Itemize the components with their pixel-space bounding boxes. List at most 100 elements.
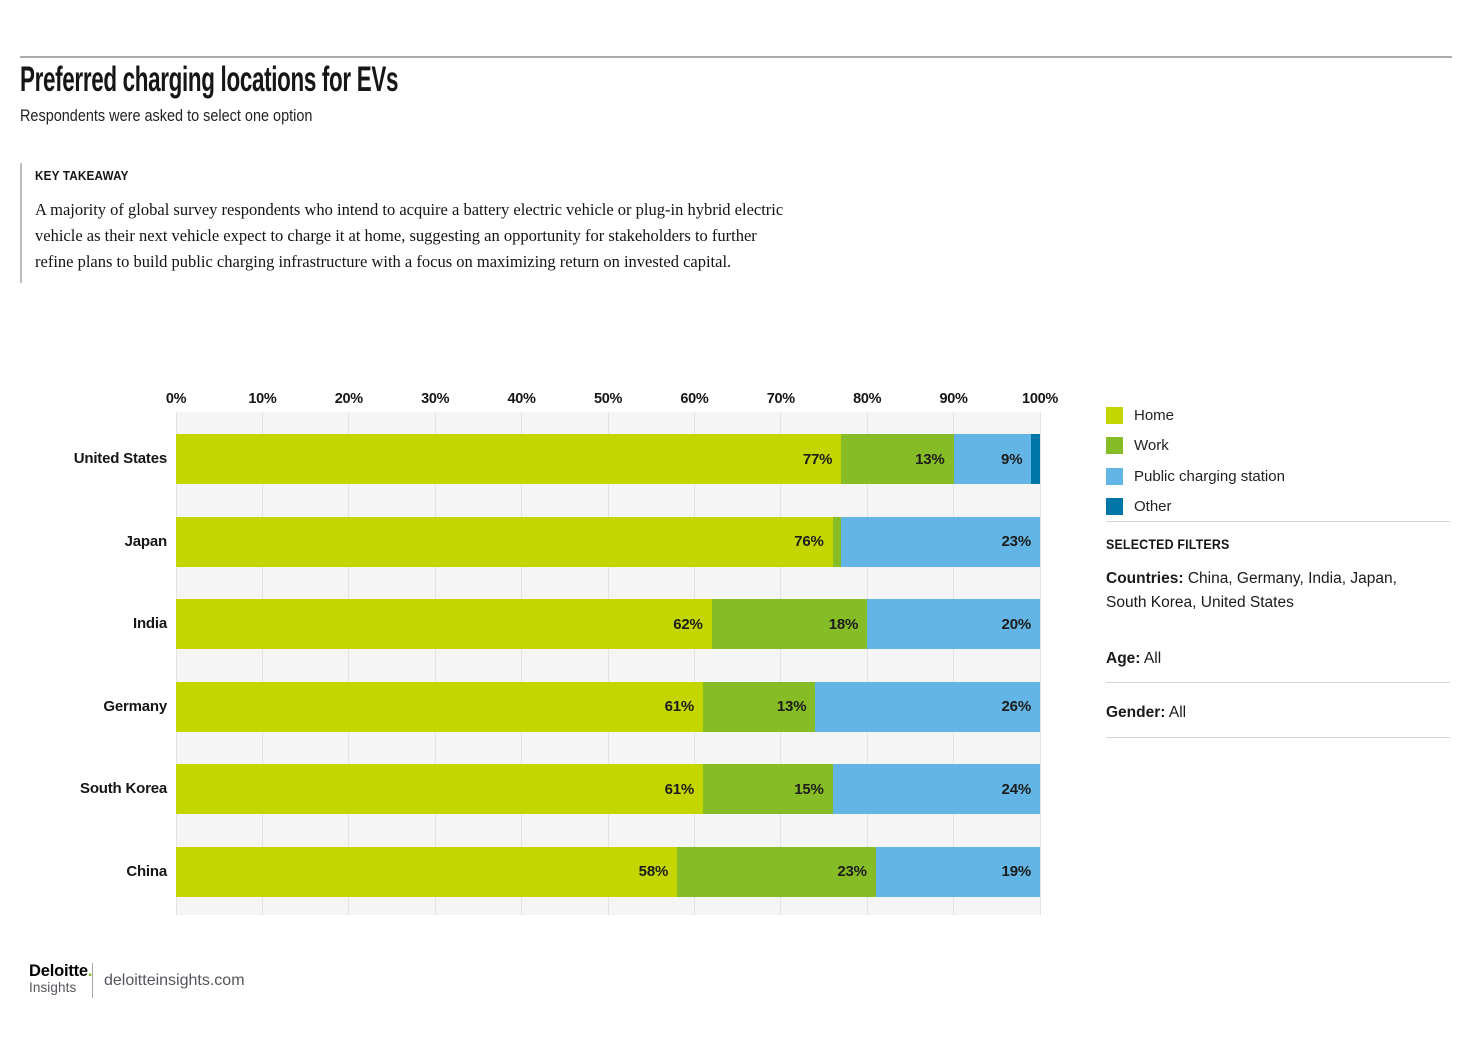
bar-segment-united-states-public-charging-station: 9% <box>953 434 1032 484</box>
brand-subtitle: Insights <box>29 980 77 995</box>
legend-swatch-home <box>1106 406 1123 424</box>
x-axis-tick-0-: 0% <box>165 391 187 407</box>
x-axis-tick-20-: 20% <box>334 391 363 407</box>
x-axis-tick-10-: 10% <box>248 391 277 407</box>
x-axis-tick-90-: 90% <box>939 391 968 407</box>
x-axis-tick-40-: 40% <box>507 391 536 407</box>
category-label-japan: Japan <box>124 532 168 550</box>
bar-row-south-korea: 61% 15% 24% <box>176 764 1040 814</box>
panel-divider <box>1106 682 1450 683</box>
brand-name: Deloitte <box>29 962 88 980</box>
bar-row-japan: 76% 23% <box>176 516 1040 567</box>
legend-item-work: Work <box>1106 431 1285 462</box>
legend-label-work: Work <box>1134 437 1169 455</box>
bar-value-label: 13% <box>776 698 807 715</box>
filter-gender: Gender: All <box>1106 701 1416 725</box>
deloitte-insights-link[interactable]: deloitteinsights.com <box>104 972 245 989</box>
y-axis-category-labels: United States Japan India Germany South Kore… <box>0 412 167 915</box>
legend-item-other: Other <box>1106 492 1285 523</box>
filter-countries-value: China, Germany, India, Japan, South Kore… <box>1106 570 1397 611</box>
bar-value-label: 76% <box>794 533 824 550</box>
stacked-bar-chart: 77% 13% 9% 76% 23% 62% 18% 20% 61% 13% 26% 61% 15% 24… <box>175 412 1041 915</box>
bar-segment-germany-home: 61% <box>176 681 704 732</box>
bar-row-china: 58% 23% 19% <box>176 846 1040 897</box>
x-axis-tick-60-: 60% <box>680 391 709 407</box>
page-subtitle: Respondents were asked to select one opt… <box>20 106 313 125</box>
bar-value-label: 62% <box>673 615 703 633</box>
page-title: Preferred charging locations for EVs <box>20 60 399 99</box>
category-label-south-korea: South Korea <box>80 780 167 797</box>
chart-legend: Home Work Public charging station Other <box>1106 400 1285 522</box>
key-takeaway-text: A majority of global survey respondents … <box>35 200 784 271</box>
x-axis: 0% 10% 20% 30% 40% 50% 60% 70% 80% 90% 100% <box>166 391 1058 409</box>
bar-segment-china-home: 58% <box>176 846 678 897</box>
bar-value-label: 61% <box>664 780 695 798</box>
bar-value-label: 58% <box>638 863 669 880</box>
legend-item-home: Home <box>1106 400 1285 431</box>
filter-countries: Countries: China, Germany, India, Japan,… <box>1106 567 1416 615</box>
filter-gender-value: All <box>1168 704 1187 721</box>
x-axis-tick-50-: 50% <box>593 391 623 407</box>
x-axis-tick-100-: 100% <box>1022 391 1058 407</box>
bar-segment-germany-public-charging-station: 26% <box>815 681 1040 732</box>
bar-value-label: 61% <box>664 698 695 715</box>
legend-label-home: Home <box>1134 406 1175 424</box>
bar-segment-india-work: 18% <box>711 599 868 649</box>
category-label-china: China <box>126 862 167 880</box>
filters-heading: SELECTED FILTERS <box>1106 537 1230 552</box>
filter-age-label: Age: <box>1106 650 1141 667</box>
bar-value-label: 20% <box>1001 615 1032 633</box>
filter-gender-label: Gender: <box>1106 704 1166 721</box>
bar-value-label: 15% <box>794 780 824 798</box>
bar-segment-south-korea-work: 15% <box>703 764 833 814</box>
bar-value-label: 18% <box>828 615 859 633</box>
category-label-united-states: United States <box>73 450 167 467</box>
bar-value-label: 24% <box>1001 780 1032 798</box>
footer-divider <box>92 963 93 998</box>
legend-swatch-public-charging-station <box>1106 467 1123 485</box>
category-label-germany: Germany <box>103 697 167 715</box>
bar-segment-united-states-other <box>1031 434 1040 484</box>
legend-item-public-charging-station: Public charging station <box>1106 461 1285 492</box>
bar-value-label: 13% <box>915 450 945 468</box>
gridline-10- <box>261 412 263 915</box>
bar-value-label: 26% <box>1001 698 1032 715</box>
bar-value-label: 19% <box>1001 863 1032 880</box>
legend-swatch-work <box>1106 437 1123 455</box>
bar-row-germany: 61% 13% 26% <box>176 681 1040 732</box>
gridline-100- <box>1039 412 1041 915</box>
legend-label-public-charging-station: Public charging station <box>1134 467 1285 485</box>
legend-label-other: Other <box>1134 498 1172 516</box>
bar-segment-japan-home: 76% <box>176 516 833 567</box>
bar-segment-united-states-work: 13% <box>841 434 954 484</box>
key-takeaway-heading: KEY TAKEAWAY <box>35 168 129 183</box>
bar-segment-japan-public-charging-station: 23% <box>841 516 1040 567</box>
gridline-60- <box>693 412 695 915</box>
gridline-30- <box>434 412 436 915</box>
bar-value-label: 9% <box>1001 450 1023 468</box>
bar-row-united-states: 77% 13% 9% <box>176 434 1040 484</box>
bar-segment-south-korea-public-charging-station: 24% <box>832 764 1040 814</box>
x-axis-tick-30-: 30% <box>421 391 450 407</box>
gridline-0- <box>175 412 177 915</box>
bar-value-label: 77% <box>802 450 833 468</box>
filter-age-value: All <box>1143 650 1162 667</box>
bar-segment-japan-work <box>832 516 842 567</box>
panel-divider <box>1106 521 1450 522</box>
panel-divider <box>1106 737 1450 738</box>
bar-segment-china-public-charging-station: 19% <box>875 846 1040 897</box>
x-axis-tick-80-: 80% <box>853 391 882 407</box>
gridline-90- <box>953 412 955 915</box>
bar-segment-germany-work: 13% <box>703 681 816 732</box>
bar-segment-india-home: 62% <box>176 599 712 649</box>
x-axis-tick-70-: 70% <box>766 391 795 407</box>
filter-countries-label: Countries: <box>1106 570 1184 587</box>
category-label-india: India <box>132 615 167 632</box>
top-rule <box>20 56 1452 58</box>
bar-segment-united-states-home: 77% <box>176 434 842 484</box>
legend-swatch-other <box>1106 498 1123 516</box>
bar-row-india: 62% 18% 20% <box>176 599 1040 649</box>
gridline-80- <box>866 412 868 915</box>
bar-segment-south-korea-home: 61% <box>176 764 704 814</box>
